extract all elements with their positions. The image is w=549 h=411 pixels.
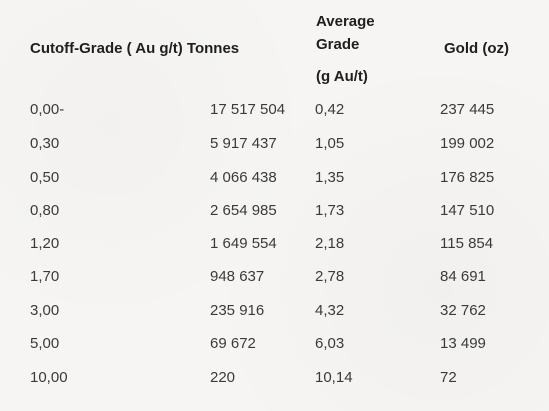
cell-grade: 10,14 [315,369,353,386]
table-row: 0,00- 17 517 504 0,42 237 445 [0,101,549,121]
header-average-line1: Average [316,13,375,30]
table-row: 0,30 5 917 437 1,05 199 002 [0,135,549,155]
table-row: 5,00 69 672 6,03 13 499 [0,335,549,355]
cell-tonnes: 948 637 [210,268,265,285]
cell-gold: 72 [440,369,457,386]
cell-gold: 13 499 [440,335,486,352]
cell-cutoff: 1,70 [30,268,60,285]
cell-tonnes: 4 066 438 [210,169,277,186]
cell-grade: 1,05 [315,135,345,152]
header-average-line2: Grade [316,36,360,53]
cell-grade: 6,03 [315,335,345,352]
cell-grade: 1,35 [315,169,345,186]
cell-cutoff: 1,20 [30,235,60,252]
table-row: 1,70 948 637 2,78 84 691 [0,268,549,288]
cell-grade: 1,73 [315,202,345,219]
cell-tonnes: 235 916 [210,302,265,319]
cell-grade: 4,32 [315,302,345,319]
cell-grade: 0,42 [315,101,345,118]
cell-gold: 237 445 [440,101,495,118]
cell-cutoff: 3,00 [30,302,60,319]
table-row: 10,00 220 10,14 72 [0,369,549,389]
cell-cutoff: 0,80 [30,202,60,219]
table-row: 1,20 1 649 554 2,18 115 854 [0,235,549,255]
cell-tonnes: 1 649 554 [210,235,277,252]
cell-cutoff: 10,00 [30,369,68,386]
table-row: 0,80 2 654 985 1,73 147 510 [0,202,549,222]
cell-tonnes: 2 654 985 [210,202,277,219]
cell-cutoff: 0,50 [30,169,60,186]
cell-tonnes: 69 672 [210,335,256,352]
cell-tonnes: 5 917 437 [210,135,277,152]
header-gold: Gold (oz) [444,40,509,57]
table-row: 0,50 4 066 438 1,35 176 825 [0,169,549,189]
cell-gold: 199 002 [440,135,495,152]
cell-tonnes: 17 517 504 [210,101,286,118]
cell-grade: 2,18 [315,235,345,252]
cell-grade: 2,78 [315,268,345,285]
header-cutoff-tonnes: Cutoff-Grade ( Au g/t) Tonnes [30,40,240,57]
cell-tonnes: 220 [210,369,236,386]
cell-gold: 32 762 [440,302,486,319]
table-row: 3,00 235 916 4,32 32 762 [0,302,549,322]
cell-gold: 115 854 [440,235,494,252]
cell-cutoff: 0,30 [30,135,60,152]
header-average-unit: (g Au/t) [316,68,368,85]
cell-gold: 147 510 [440,202,495,219]
cell-cutoff: 0,00- [30,101,65,118]
cell-cutoff: 5,00 [30,335,60,352]
cell-gold: 176 825 [440,169,495,186]
cell-gold: 84 691 [440,268,486,285]
